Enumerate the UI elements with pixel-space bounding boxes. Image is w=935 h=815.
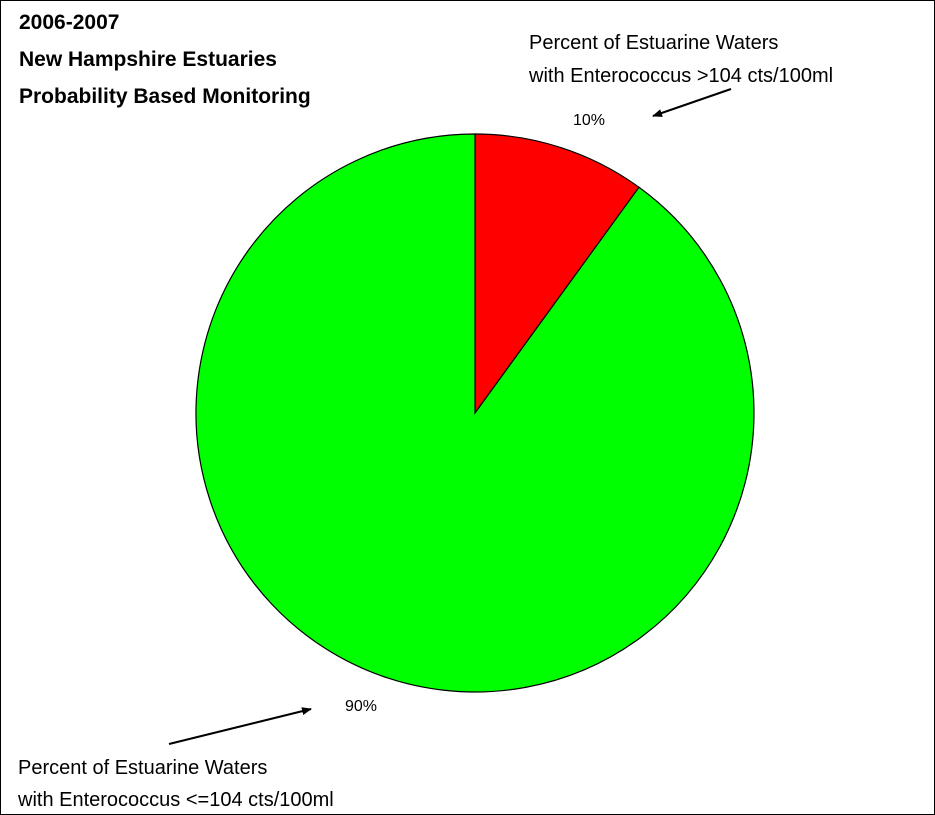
pie-slice-above-threshold xyxy=(474,133,640,415)
slice-value-label-above-threshold: 10% xyxy=(573,112,605,129)
chart-title-line-2: New Hampshire Estuaries xyxy=(19,48,277,71)
chart-title-line-3: Probability Based Monitoring xyxy=(19,85,311,108)
slice-label-below-threshold: Percent of Estuarine Waters with Enteroc… xyxy=(18,752,334,814)
slice-label-below-line-1: Percent of Estuarine Waters xyxy=(18,757,268,779)
pie-slice-below-threshold xyxy=(195,133,755,693)
slice-value-label-below-threshold: 90% xyxy=(345,698,377,715)
slice-label-above-line-2: with Enterococcus >104 cts/100ml xyxy=(529,65,834,87)
slice-label-above-threshold: Percent of Estuarine Waters with Enteroc… xyxy=(529,27,833,93)
annotation-arrow-bottom xyxy=(168,707,312,745)
slice-label-below-line-2: with Enterococcus <=104 cts/100ml xyxy=(18,789,334,811)
chart-title-line-1: 2006-2007 xyxy=(19,11,120,34)
annotation-arrow-top xyxy=(652,88,732,117)
slice-label-above-line-1: Percent of Estuarine Waters xyxy=(529,32,779,54)
